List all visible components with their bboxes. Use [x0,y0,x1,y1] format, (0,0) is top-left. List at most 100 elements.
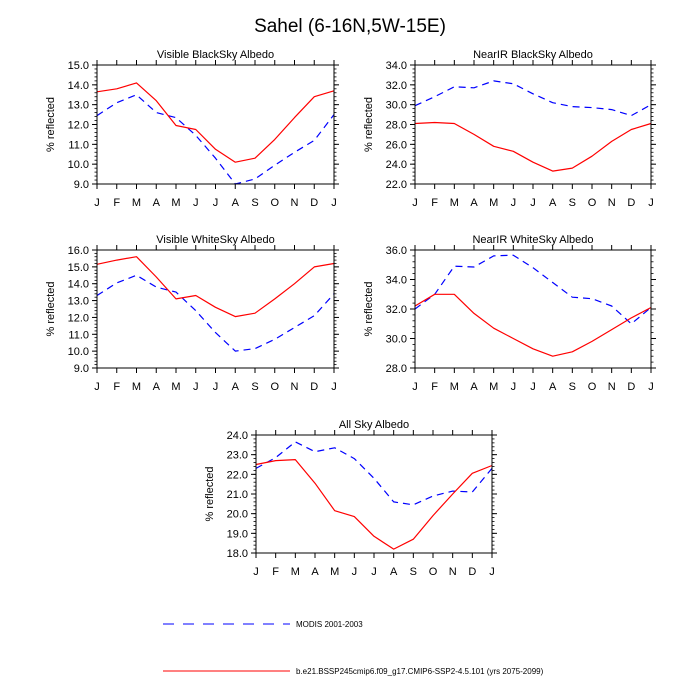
series-line-model [414,293,652,357]
y-ticks: 9.0 10.0 11.0 12.0 13.0 14.0 15.0 [68,60,339,191]
y-axis-label: % reflected [45,97,57,152]
x-tick-label: J [412,197,418,209]
y-tick-label: 15.0 [68,60,89,72]
chart-visible-whitesky: Visible WhiteSky Albedo % reflected 9.0 10.… [45,234,339,393]
legend: MODIS 2001-2003 b.e21.BSSP245cmip6.f09_g… [163,620,544,676]
x-tick-label: A [549,197,557,209]
y-tick-label: 19.0 [227,528,248,540]
x-tick-label: F [113,197,120,209]
y-ticks: 22.0 24.0 26.0 28.0 30.0 32.0 34.0 [386,60,656,191]
plot-frame [96,64,335,185]
x-tick-label: S [569,197,576,209]
x-tick-label: J [530,197,536,209]
x-tick-label: M [450,197,459,209]
x-tick-label: O [588,381,597,393]
x-tick-label: A [390,566,398,578]
x-tick-label: S [251,381,258,393]
x-tick-label: J [193,381,199,393]
y-tick-label: 22.0 [227,469,248,481]
y-tick-label: 14.0 [68,80,89,92]
x-tick-label: A [470,381,478,393]
x-tick-label: S [569,381,576,393]
y-tick-label: 9.0 [74,363,89,375]
y-tick-label: 24.0 [386,159,407,171]
y-tick-label: 12.0 [68,120,89,132]
x-tick-label: M [132,381,141,393]
chart-nearir-whitesky: NearIR WhiteSky Albedo % reflected 28.0 30.… [363,234,656,393]
series-line-modis [255,441,493,506]
y-tick-label: 11.0 [68,139,89,151]
plot-frame [96,249,335,369]
y-tick-label: 14.0 [68,279,89,291]
y-tick-label: 28.0 [386,120,407,132]
y-tick-label: 13.0 [68,296,89,308]
chart-panels: Visible BlackSky Albedo % reflected 9.0 10.… [45,49,656,578]
x-tick-label: O [270,381,279,393]
y-tick-label: 13.0 [68,100,89,112]
y-axis-label: % reflected [363,281,375,336]
series-line-model [96,82,335,163]
chart-title: All Sky Albedo [339,419,409,431]
y-tick-label: 36.0 [386,245,407,257]
x-tick-label: J [412,381,418,393]
x-tick-label: A [153,381,161,393]
y-tick-label: 9.0 [74,179,89,191]
y-tick-label: 10.0 [68,346,89,358]
y-tick-label: 23.0 [227,450,248,462]
y-tick-label: 11.0 [68,329,89,341]
x-tick-label: A [549,381,557,393]
series-line-modis [96,274,335,352]
y-tick-label: 12.0 [68,312,89,324]
x-tick-label: D [468,566,476,578]
x-tick-label: J [511,381,517,393]
y-tick-label: 21.0 [227,489,248,501]
x-tick-label: A [311,566,319,578]
x-tick-label: F [431,197,438,209]
series-line-model [96,256,335,318]
plot-frame [414,64,652,185]
y-tick-label: 30.0 [386,100,407,112]
x-tick-label: F [431,381,438,393]
x-tick-label: O [429,566,438,578]
x-tick-label: D [310,197,318,209]
x-tick-label: J [371,566,377,578]
x-tick-label: J [530,381,536,393]
x-tick-label: J [94,381,100,393]
x-tick-label: O [270,197,279,209]
y-tick-label: 22.0 [386,179,407,191]
series-line-modis [414,254,652,325]
series-line-modis [96,94,335,185]
chart-title: Visible WhiteSky Albedo [156,234,274,246]
x-tick-label: O [588,197,597,209]
x-tick-label: J [648,197,654,209]
legend-label-model: b.e21.BSSP245cmip6.f09_g17.CMIP6-SSP2-4.… [296,667,544,676]
x-tick-label: J [331,381,337,393]
series-line-modis [414,80,652,117]
y-tick-label: 34.0 [386,275,407,287]
figure-title: Sahel (6-16N,5W-15E) [254,16,446,37]
series-line-model [255,459,493,550]
x-tick-label: S [410,566,417,578]
y-tick-label: 32.0 [386,304,407,316]
x-tick-label: J [213,197,219,209]
x-tick-label: A [470,197,478,209]
x-tick-label: N [608,197,616,209]
plot-frame [414,249,652,369]
x-tick-label: M [489,381,498,393]
x-tick-label: S [251,197,258,209]
x-tick-label: M [489,197,498,209]
x-tick-label: J [253,566,259,578]
x-tick-label: J [511,197,517,209]
x-tick-label: J [94,197,100,209]
x-tick-label: M [450,381,459,393]
y-tick-label: 34.0 [386,60,407,72]
y-axis-label: % reflected [363,97,375,152]
y-ticks: 18.0 19.0 20.0 21.0 22.0 23.0 24.0 [227,430,497,560]
y-tick-label: 20.0 [227,509,248,521]
y-axis-label: % reflected [204,466,216,521]
